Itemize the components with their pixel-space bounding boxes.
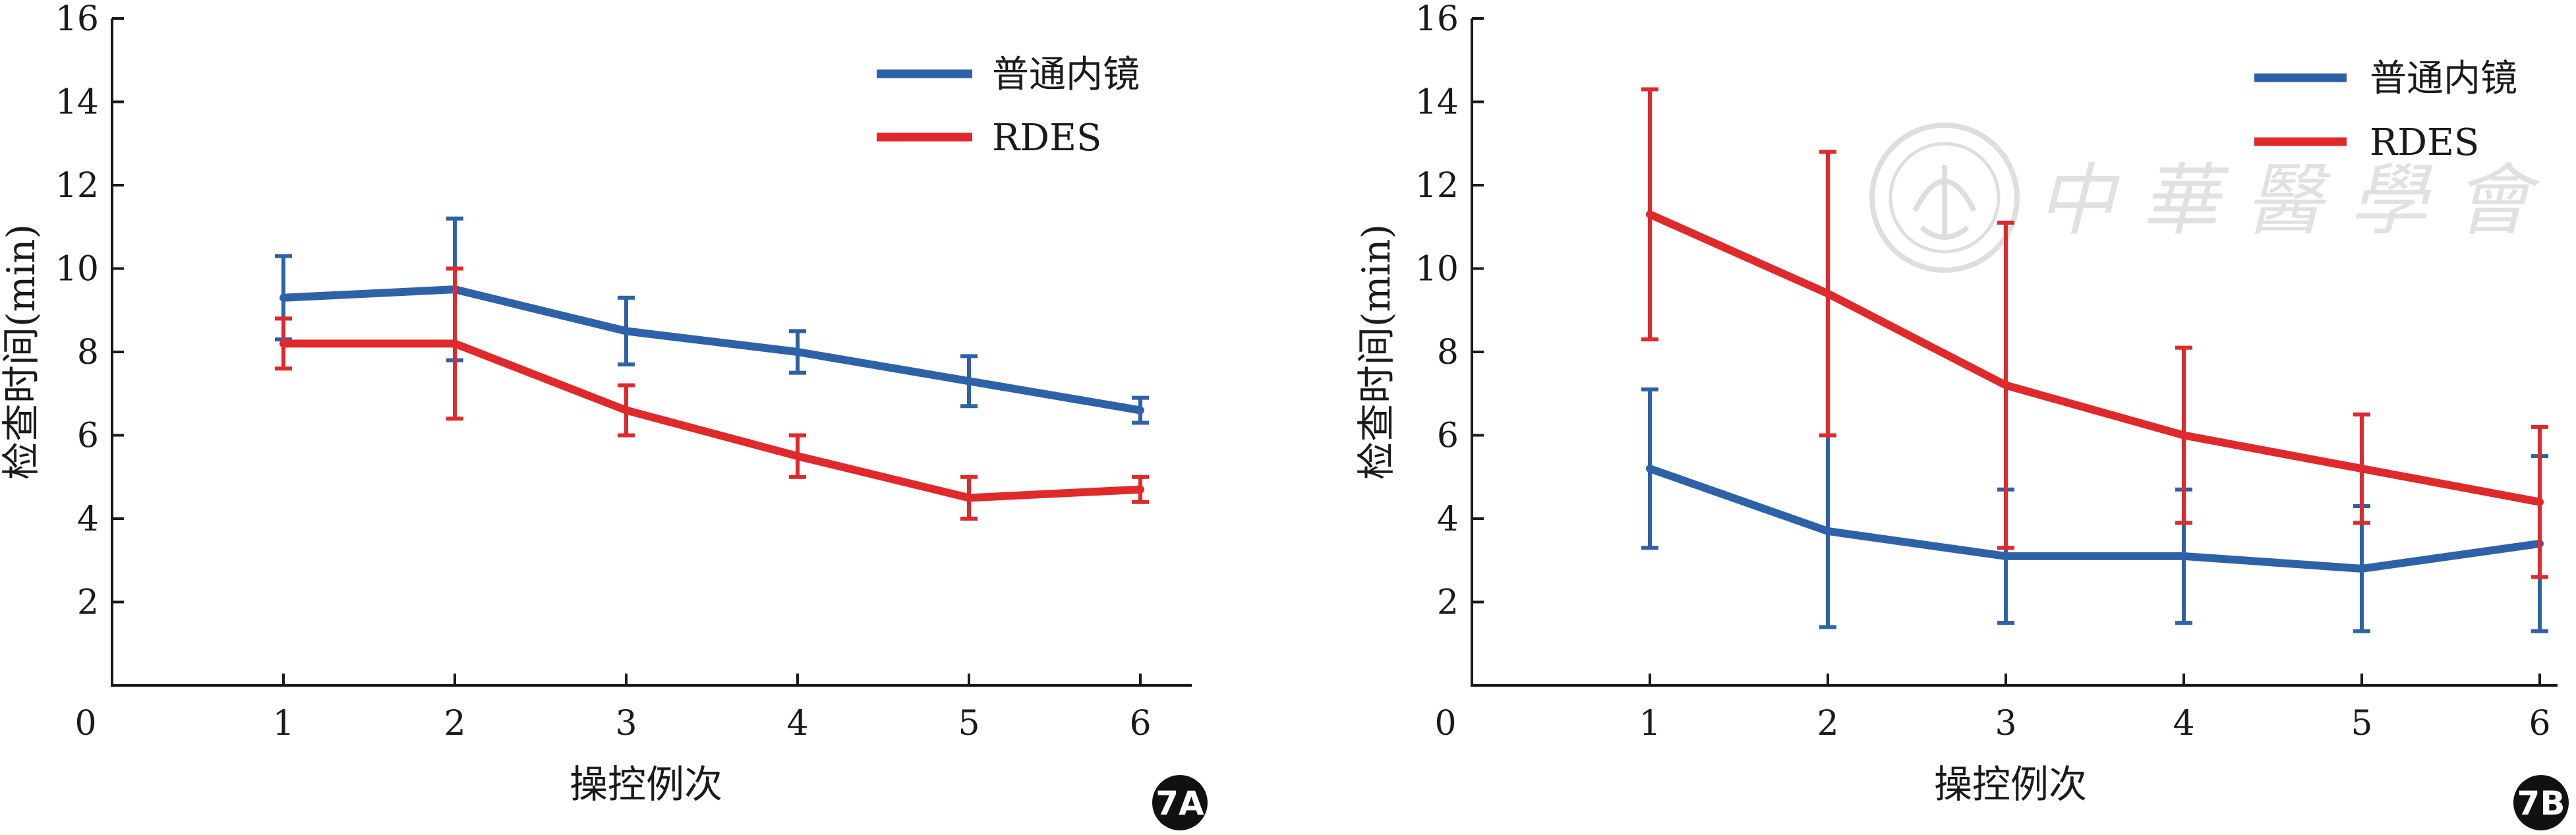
x-tick-label: 0 [74, 704, 96, 743]
watermark-text: 中華醫學會 [2037, 155, 2558, 246]
panel-label-badge: 7B [2513, 775, 2569, 830]
x-tick-label: 6 [1129, 704, 1151, 743]
y-tick-label: 10 [55, 250, 99, 289]
watermark-logo: 中華醫學會 [1869, 123, 2558, 273]
y-tick-label: 10 [1415, 250, 1459, 289]
series-layer [1641, 87, 2548, 633]
x-axis-title: 操控例次 [1934, 762, 2087, 807]
x-tick-label: 2 [1817, 704, 1838, 743]
x-ticks: 0 1 2 3 4 5 6 [74, 674, 1152, 743]
y-ticks: 2 4 6 8 10 12 14 16 [1415, 0, 1484, 623]
y-tick-label: 16 [1415, 0, 1459, 39]
x-tick-label: 5 [2351, 704, 2372, 743]
x-tick-label: 4 [2173, 704, 2194, 743]
y-axis-title: 检查时间(min) [0, 224, 44, 480]
y-tick-label: 6 [77, 417, 99, 456]
series-line-conventional [1646, 465, 2544, 573]
y-tick-label: 8 [1437, 333, 1459, 372]
y-axis-title: 检查时间(min) [1354, 224, 1399, 480]
panel-label-text: 7B [2517, 784, 2565, 822]
legend-label-conventional: 普通内镜 [992, 53, 1140, 96]
legend-label-rdes: RDES [992, 117, 1101, 159]
seal-icon [1869, 123, 2020, 273]
legend-label-rdes: RDES [2370, 121, 2479, 164]
x-tick-label: 3 [615, 704, 637, 743]
legend-label-conventional: 普通内镜 [2370, 57, 2517, 100]
y-tick-label: 14 [1415, 83, 1459, 123]
y-tick-label: 6 [1437, 417, 1459, 456]
x-tick-label: 0 [1434, 704, 1456, 743]
y-tick-label: 4 [77, 500, 99, 539]
y-tick-label: 8 [77, 333, 99, 372]
series-line-rdes [279, 339, 1144, 502]
series-line-conventional [279, 285, 1144, 415]
y-tick-label: 2 [1437, 583, 1459, 623]
x-tick-label: 6 [2529, 704, 2550, 743]
y-tick-label: 14 [55, 83, 99, 123]
y-tick-label: 16 [55, 0, 99, 39]
x-tick-label: 1 [272, 704, 294, 743]
y-ticks: 2 4 6 8 10 12 14 16 [55, 0, 124, 623]
y-tick-label: 2 [77, 583, 99, 623]
series-layer [275, 216, 1149, 521]
y-tick-label: 12 [55, 166, 99, 206]
legend: 普通内镜 RDES [877, 53, 1140, 159]
x-axis-title: 操控例次 [570, 762, 722, 807]
x-ticks: 0 1 2 3 4 5 6 [1434, 674, 2551, 743]
x-tick-label: 1 [1639, 704, 1660, 743]
x-tick-label: 2 [444, 704, 465, 743]
y-tick-label: 12 [1415, 166, 1459, 206]
legend: 普通内镜 RDES [2254, 57, 2517, 164]
panel-label-badge: 7A [1152, 775, 1208, 830]
series-line-rdes [1646, 210, 2544, 506]
panel-label-text: 7A [1156, 784, 1204, 822]
x-tick-label: 3 [1995, 704, 2016, 743]
x-tick-label: 5 [958, 704, 980, 743]
x-tick-label: 4 [786, 704, 808, 743]
y-tick-label: 4 [1437, 500, 1459, 539]
